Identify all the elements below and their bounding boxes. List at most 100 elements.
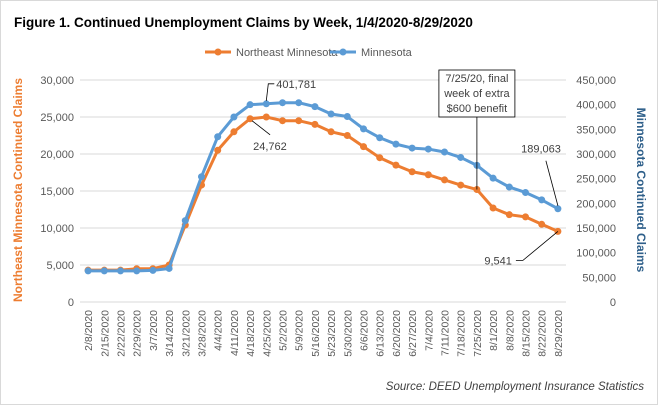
data-point [295, 117, 303, 125]
x-tick-label: 2/15/2020 [99, 310, 111, 357]
data-point [441, 176, 448, 184]
y2-tick-label: 250,000 [576, 174, 616, 186]
data-point [133, 267, 141, 275]
x-tick-label: 8/22/2020 [537, 310, 549, 357]
y2-tick-label: 100,000 [576, 248, 616, 260]
callout-text: $600 benefit [447, 103, 508, 115]
data-point [230, 113, 238, 121]
data-point [424, 171, 432, 179]
series-line-northeast-minnesota [88, 115, 559, 272]
y1-tick-label: 30,000 [40, 75, 74, 87]
x-tick-label: 6/20/2020 [391, 310, 403, 357]
legend-label: Minnesota [361, 47, 413, 59]
y2-tick-label: 400,000 [576, 100, 616, 112]
data-point [100, 267, 108, 275]
data-point [392, 161, 400, 169]
data-point [505, 211, 513, 219]
y2-tick-label: 200,000 [576, 198, 616, 210]
data-point [538, 220, 546, 228]
data-point [360, 143, 367, 151]
x-tick-label: 4/18/2020 [245, 310, 257, 357]
data-point [246, 101, 254, 109]
data-point [279, 99, 286, 107]
data-point [165, 264, 173, 272]
x-tick-label: 5/9/2020 [294, 310, 306, 351]
x-tick-label: 5/23/2020 [326, 310, 338, 357]
x-tick-label: 2/29/2020 [132, 310, 144, 357]
x-tick-label: 5/30/2020 [342, 310, 354, 357]
y1-axis-label: Northeast Minnesota Continued Claims [11, 78, 25, 302]
data-point [489, 174, 497, 182]
data-point [392, 140, 400, 148]
data-point [457, 181, 465, 189]
x-tick-label: 5/16/2020 [310, 310, 322, 357]
data-point [522, 213, 529, 221]
annotations: 401,781 24,762 189,063 9,541 7/25/20, final w… [251, 69, 561, 267]
callout-text: week of extra [443, 88, 510, 100]
y2-tick-label: 300,000 [576, 149, 616, 161]
y2-tick-label: 450,000 [576, 75, 616, 87]
y2-tick-label: 350,000 [576, 124, 616, 136]
data-point [554, 205, 562, 213]
data-point [149, 266, 157, 274]
data-point [262, 113, 270, 121]
source-note: Source: DEED Unemployment Insurance Stat… [386, 381, 644, 393]
legend-label: Northeast Minnesota [236, 47, 338, 59]
data-point [408, 144, 416, 152]
legend: Northeast Minnesota Minnesota [205, 47, 413, 59]
data-point [117, 267, 124, 275]
y2-axis-label: Minnesota Continued Claims [634, 108, 648, 273]
data-point [343, 132, 351, 139]
data-point [538, 196, 546, 204]
data-point [84, 267, 92, 275]
legend-swatch-marker [339, 48, 347, 56]
leader-line [545, 160, 559, 206]
data-point [181, 217, 189, 225]
data-point [311, 103, 319, 111]
data-point [230, 128, 238, 136]
y1-tick-label: 0 [68, 297, 74, 309]
x-tick-label: 3/28/2020 [197, 310, 209, 357]
x-tick-label: 4/4/2020 [213, 310, 225, 351]
y2-tick-label: 150,000 [576, 223, 616, 235]
data-point [457, 153, 465, 161]
data-point [376, 154, 384, 162]
y1-tick-label: 10,000 [40, 223, 74, 235]
data-point [376, 134, 384, 142]
y1-tick-label: 5,000 [46, 260, 74, 272]
data-point [441, 148, 448, 156]
x-tick-label: 6/27/2020 [407, 310, 419, 357]
data-point [522, 188, 529, 196]
x-tick-label: 4/11/2020 [229, 310, 241, 356]
x-tick-label: 7/11/2020 [440, 310, 452, 356]
data-point [214, 133, 222, 141]
x-tick-label: 8/15/2020 [521, 310, 533, 357]
x-tick-label: 7/4/2020 [423, 310, 435, 351]
x-tick-label: 8/1/2020 [488, 310, 500, 351]
legend-swatch-marker [214, 48, 222, 56]
x-tick-label: 4/25/2020 [261, 310, 273, 357]
y2-tick-label: 50,000 [582, 272, 616, 284]
data-label: 401,781 [276, 79, 316, 91]
x-tick-label: 7/18/2020 [456, 310, 468, 357]
data-point [198, 173, 205, 181]
data-point [327, 110, 335, 118]
y1-tick-label: 15,000 [40, 186, 74, 198]
data-point [343, 113, 351, 121]
data-point [489, 204, 497, 212]
x-tick-label: 6/13/2020 [375, 310, 387, 357]
x-tick-label: 8/8/2020 [504, 310, 516, 351]
series-group [84, 99, 562, 275]
leader-line [265, 83, 275, 101]
data-point [424, 145, 432, 153]
data-point [408, 168, 416, 176]
x-tick-label: 5/2/2020 [278, 310, 290, 351]
x-tick-label: 2/22/2020 [116, 310, 128, 357]
data-point [279, 117, 286, 125]
x-tick-label: 3/14/2020 [164, 310, 176, 357]
data-label: 189,063 [521, 144, 561, 156]
x-tick-label: 3/7/2020 [148, 310, 160, 351]
leader-line [515, 231, 559, 261]
chart-title: Figure 1. Continued Unemployment Claims … [14, 15, 473, 30]
